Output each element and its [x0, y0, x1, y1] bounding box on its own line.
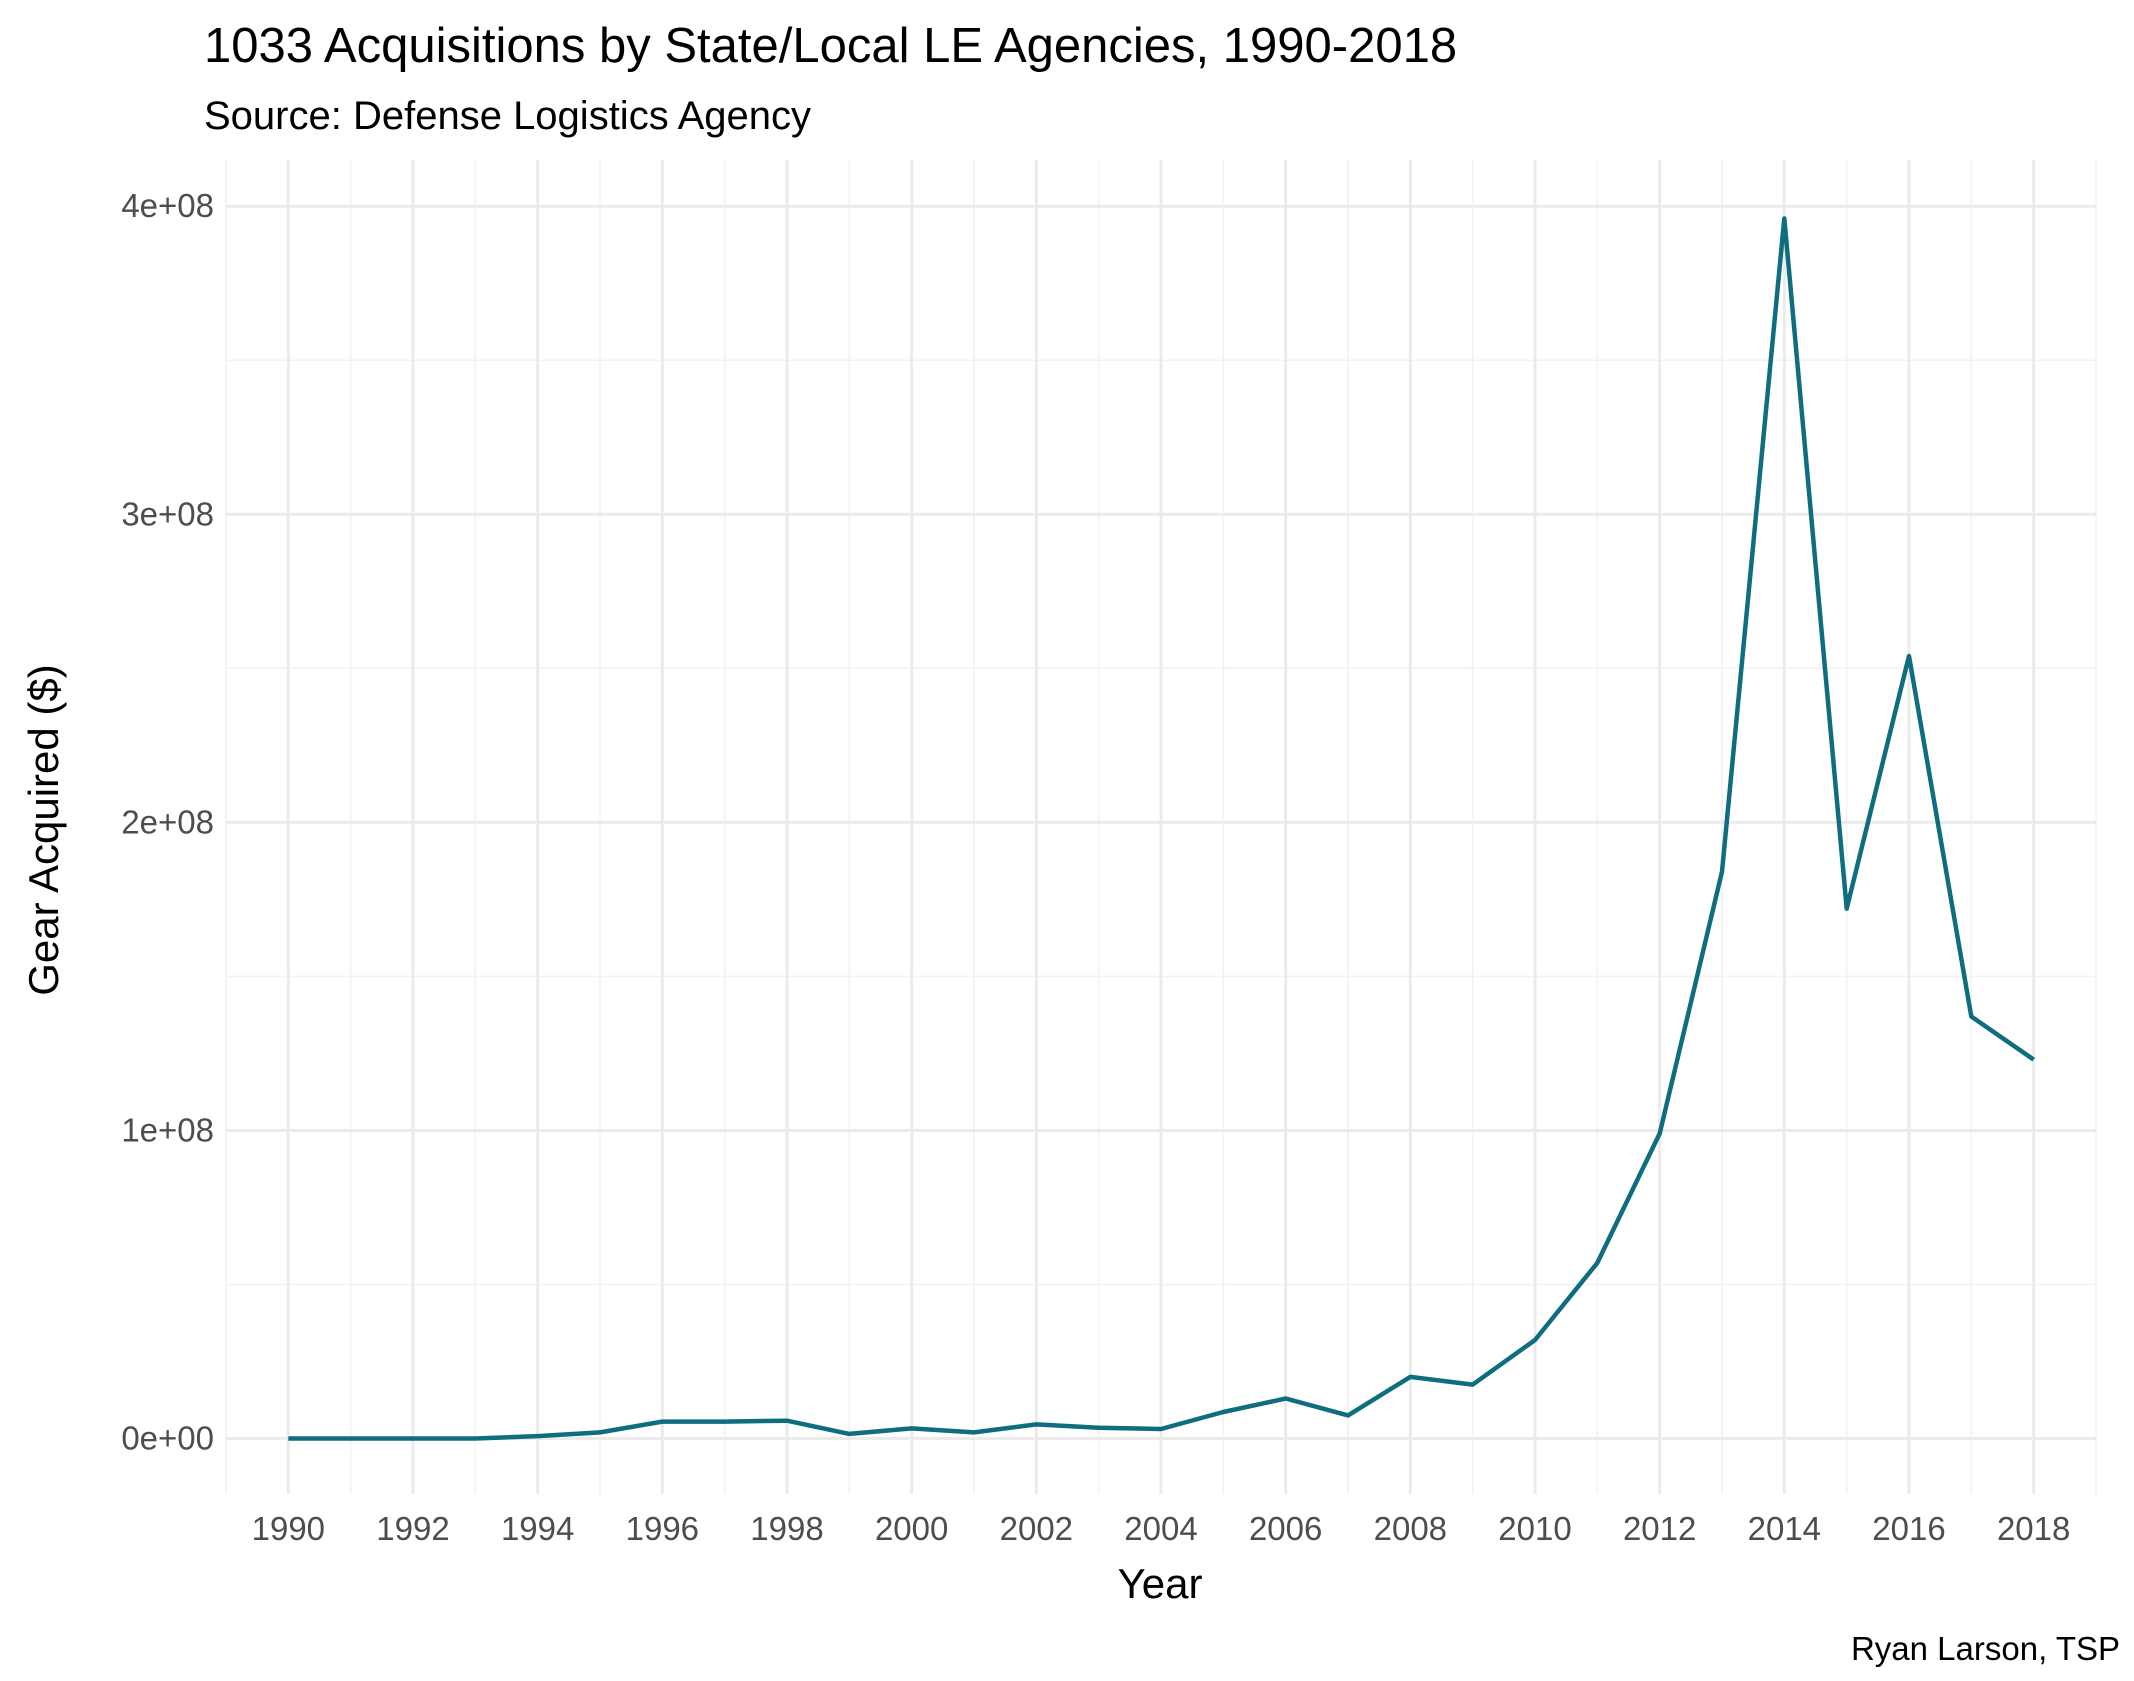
- series-line: [288, 216, 2035, 1441]
- x-axis-ticks: 1990 1992 1994 1996 1998 2000 2002 2004 2006 2008…: [252, 1510, 2071, 1547]
- y-axis-title: Gear Acquired ($): [20, 664, 67, 996]
- x-tick-label: 2002: [1000, 1510, 1073, 1547]
- series-gear-acquired: [288, 216, 2035, 1441]
- x-tick-label: 2006: [1249, 1510, 1322, 1547]
- x-tick-label: 1998: [750, 1510, 823, 1547]
- y-tick-label: 3e+08: [121, 495, 214, 532]
- x-tick-label: 2000: [875, 1510, 948, 1547]
- x-tick-label: 2010: [1498, 1510, 1571, 1547]
- y-tick-label: 2e+08: [121, 803, 214, 840]
- y-axis-ticks: 0e+00 1e+08 2e+08 3e+08 4e+08: [121, 187, 214, 1456]
- chart-title: 1033 Acquisitions by State/Local LE Agen…: [204, 19, 1457, 73]
- chart-caption: Ryan Larson, TSP: [1851, 1630, 2120, 1667]
- x-axis-title: Year: [1118, 1560, 1203, 1607]
- x-tick-label: 1994: [501, 1510, 574, 1547]
- y-tick-label: 1e+08: [121, 1111, 214, 1148]
- x-tick-label: 1992: [376, 1510, 449, 1547]
- y-tick-label: 4e+08: [121, 187, 214, 224]
- x-tick-label: 1990: [252, 1510, 325, 1547]
- x-tick-label: 2012: [1623, 1510, 1696, 1547]
- x-tick-label: 2014: [1748, 1510, 1821, 1547]
- chart-subtitle: Source: Defense Logistics Agency: [204, 94, 811, 138]
- x-tick-label: 2016: [1872, 1510, 1945, 1547]
- grid: [225, 160, 2097, 1494]
- y-tick-label: 0e+00: [121, 1420, 214, 1457]
- x-tick-label: 1996: [626, 1510, 699, 1547]
- x-tick-label: 2018: [1997, 1510, 2070, 1547]
- x-tick-label: 2004: [1124, 1510, 1197, 1547]
- x-tick-label: 2008: [1374, 1510, 1447, 1547]
